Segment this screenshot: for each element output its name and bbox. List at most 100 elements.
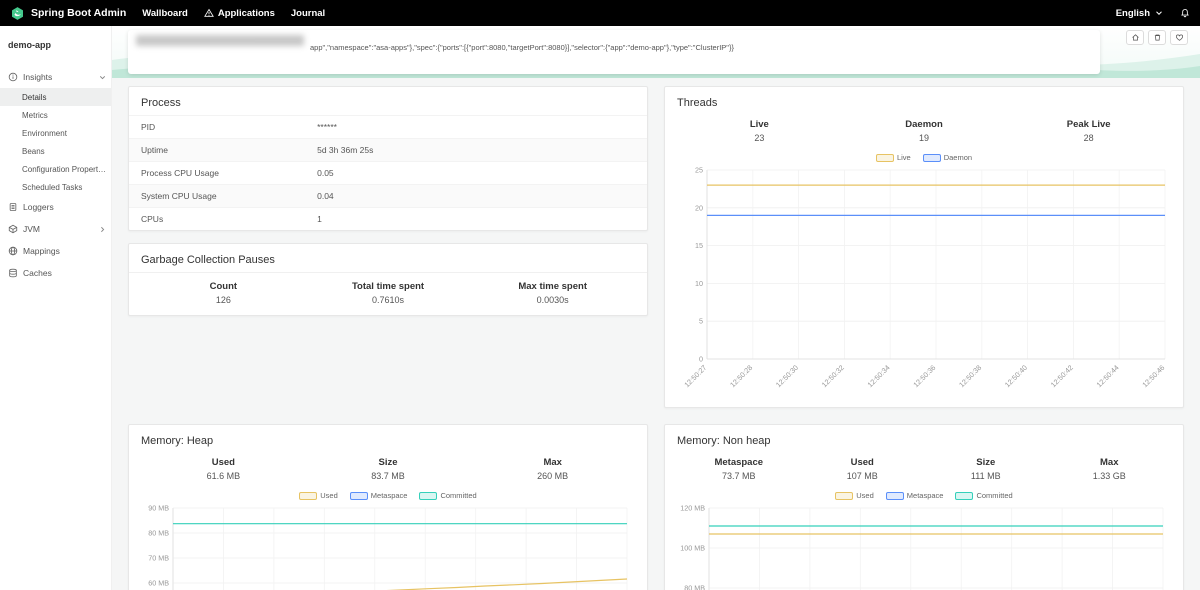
sidebar-item-metrics[interactable]: Metrics: [0, 106, 111, 124]
svg-text:12:50:28: 12:50:28: [728, 363, 754, 389]
process-row-pid: PID ******: [129, 115, 647, 139]
info-icon: [8, 72, 18, 82]
stat-value: 19: [919, 133, 930, 143]
sidebar-item-insights[interactable]: Insights: [0, 66, 111, 88]
delete-button[interactable]: [1148, 30, 1166, 45]
svg-text:0: 0: [699, 355, 703, 364]
brand-title: Spring Boot Admin: [31, 7, 127, 19]
sidebar-item-label: Environment: [22, 128, 67, 138]
process-row-value: 0.05: [305, 161, 647, 185]
memory-heap-legend: Used Metaspace Committed: [129, 491, 647, 502]
favorite-button[interactable]: [1170, 30, 1188, 45]
svg-text:12:50:34: 12:50:34: [865, 363, 891, 389]
stat-value: 83.7 MB: [371, 471, 405, 481]
stat-label: Live: [749, 119, 769, 130]
stat-metaspace: Metaspace 73.7 MB: [677, 457, 801, 481]
svg-text:120 MB: 120 MB: [680, 504, 705, 513]
nav-journal[interactable]: Journal: [290, 7, 326, 19]
process-row-label: CPUs: [129, 207, 306, 230]
svg-text:12:50:36: 12:50:36: [911, 363, 937, 389]
chevron-down-icon: [98, 73, 107, 82]
memory-nonheap-chart: 80 MB 100 MB 120 MB: [675, 502, 1173, 590]
sidebar-item-label: Caches: [23, 268, 52, 278]
spring-boot-admin-logo: [10, 6, 25, 21]
sidebar-item-caches[interactable]: Caches: [0, 262, 111, 284]
app-shell: demo-app Insights Details Metrics Environme…: [0, 26, 1200, 590]
legend-swatch: [922, 153, 941, 162]
svg-text:12:50:30: 12:50:30: [774, 363, 800, 389]
brand[interactable]: Spring Boot Admin: [10, 6, 126, 21]
stat-value: 107 MB: [846, 471, 878, 481]
threads-chart: 0 5 10 15 20 25 12:50:27 12:50:28 12:50:30 12:50:…: [673, 164, 1175, 403]
home-button[interactable]: [1126, 30, 1144, 45]
legend-committed: Committed: [955, 491, 1013, 500]
legend-metaspace: Metaspace: [349, 491, 407, 500]
stat-max-time-spent: Max time spent 0.0030s: [470, 281, 635, 305]
sidebar: demo-app Insights Details Metrics Environme…: [0, 26, 112, 590]
sidebar-item-beans[interactable]: Beans: [0, 142, 111, 160]
nav-wallboard[interactable]: Wallboard: [142, 7, 188, 19]
threads-legend: Live Daemon: [665, 153, 1183, 164]
legend-swatch: [299, 491, 318, 500]
sidebar-item-configuration-properties[interactable]: Configuration Properties: [0, 160, 111, 178]
sidebar-app-name: demo-app: [8, 40, 52, 50]
stat-count: Count 126: [141, 281, 306, 305]
gc-pauses-card: Garbage Collection Pauses Count 126 Total …: [128, 243, 648, 316]
legend-label: Live: [896, 153, 911, 162]
language-selector[interactable]: English: [1116, 8, 1164, 19]
svg-text:90 MB: 90 MB: [148, 504, 169, 513]
threads-card-title: Threads: [677, 97, 718, 109]
threads-stats: Live 23 Daemon 19 Peak Live 28: [665, 115, 1183, 153]
sidebar-item-loggers[interactable]: Loggers: [0, 196, 111, 218]
stat-label: Total time spent: [351, 281, 425, 292]
sidebar-item-label: Beans: [22, 146, 45, 156]
sidebar-item-label: Scheduled Tasks: [22, 182, 83, 192]
legend-used: Used: [299, 491, 338, 500]
stat-peak-live: Peak Live 28: [1006, 119, 1171, 143]
stat-label: Peak Live: [1066, 119, 1111, 130]
legend-label: Used: [856, 491, 874, 500]
stat-label: Daemon: [905, 119, 943, 130]
legend-label: Used: [320, 491, 338, 500]
memory-nonheap-legend: Used Metaspace Committed: [665, 491, 1183, 502]
svg-text:60 MB: 60 MB: [148, 579, 169, 588]
sidebar-item-scheduled-tasks[interactable]: Scheduled Tasks: [0, 178, 111, 196]
legend-swatch: [349, 491, 368, 500]
sidebar-item-details[interactable]: Details: [0, 88, 111, 106]
svg-text:80 MB: 80 MB: [148, 529, 169, 538]
svg-text:80 MB: 80 MB: [684, 584, 705, 590]
sidebar-item-environment[interactable]: Environment: [0, 124, 111, 142]
stat-used: Used 61.6 MB: [141, 457, 306, 481]
gc-card-title: Garbage Collection Pauses: [141, 254, 275, 266]
legend-label: Metaspace: [906, 491, 944, 500]
sidebar-item-jvm[interactable]: JVM: [0, 218, 111, 240]
stat-live: Live 23: [677, 119, 842, 143]
stat-total-time-spent: Total time spent 0.7610s: [306, 281, 471, 305]
svg-text:15: 15: [695, 241, 703, 250]
sidebar-nav: Insights Details Metrics Environment Beans Co…: [0, 66, 111, 284]
stat-used: Used 107 MB: [801, 457, 925, 481]
svg-text:12:50:27: 12:50:27: [682, 363, 708, 389]
sidebar-item-label: Loggers: [23, 202, 54, 212]
sidebar-item-label: Insights: [23, 72, 53, 82]
stat-label: Used: [850, 457, 874, 468]
legend-committed: Committed: [419, 491, 477, 500]
stat-value: 260 MB: [537, 471, 569, 481]
process-row-uptime: Uptime 5d 3h 36m 25s: [129, 138, 647, 162]
process-row-system-cpu-usage: System CPU Usage 0.04: [129, 184, 647, 208]
logger-icon: [8, 202, 18, 212]
legend-metaspace: Metaspace: [885, 491, 944, 500]
memory-nonheap-title: Memory: Non heap: [677, 435, 771, 447]
metadata-json-text: app","namespace":"asa-apps"},"spec":{"po…: [310, 43, 734, 52]
stat-label: Size: [378, 457, 398, 468]
memory-heap-title: Memory: Heap: [141, 435, 214, 447]
nav-applications[interactable]: Applications: [203, 8, 275, 19]
stat-label: Metaspace: [714, 457, 764, 468]
header-wave-banner: app","namespace":"asa-apps"},"spec":{"po…: [112, 26, 1200, 78]
legend-label: Daemon: [943, 153, 973, 162]
application-metadata-box: app","namespace":"asa-apps"},"spec":{"po…: [128, 30, 1100, 74]
sidebar-item-mappings[interactable]: Mappings: [0, 240, 111, 262]
svg-text:12:50:38: 12:50:38: [957, 363, 983, 389]
process-row-label: Uptime: [129, 138, 306, 162]
notification-bell-button[interactable]: [1180, 8, 1190, 18]
